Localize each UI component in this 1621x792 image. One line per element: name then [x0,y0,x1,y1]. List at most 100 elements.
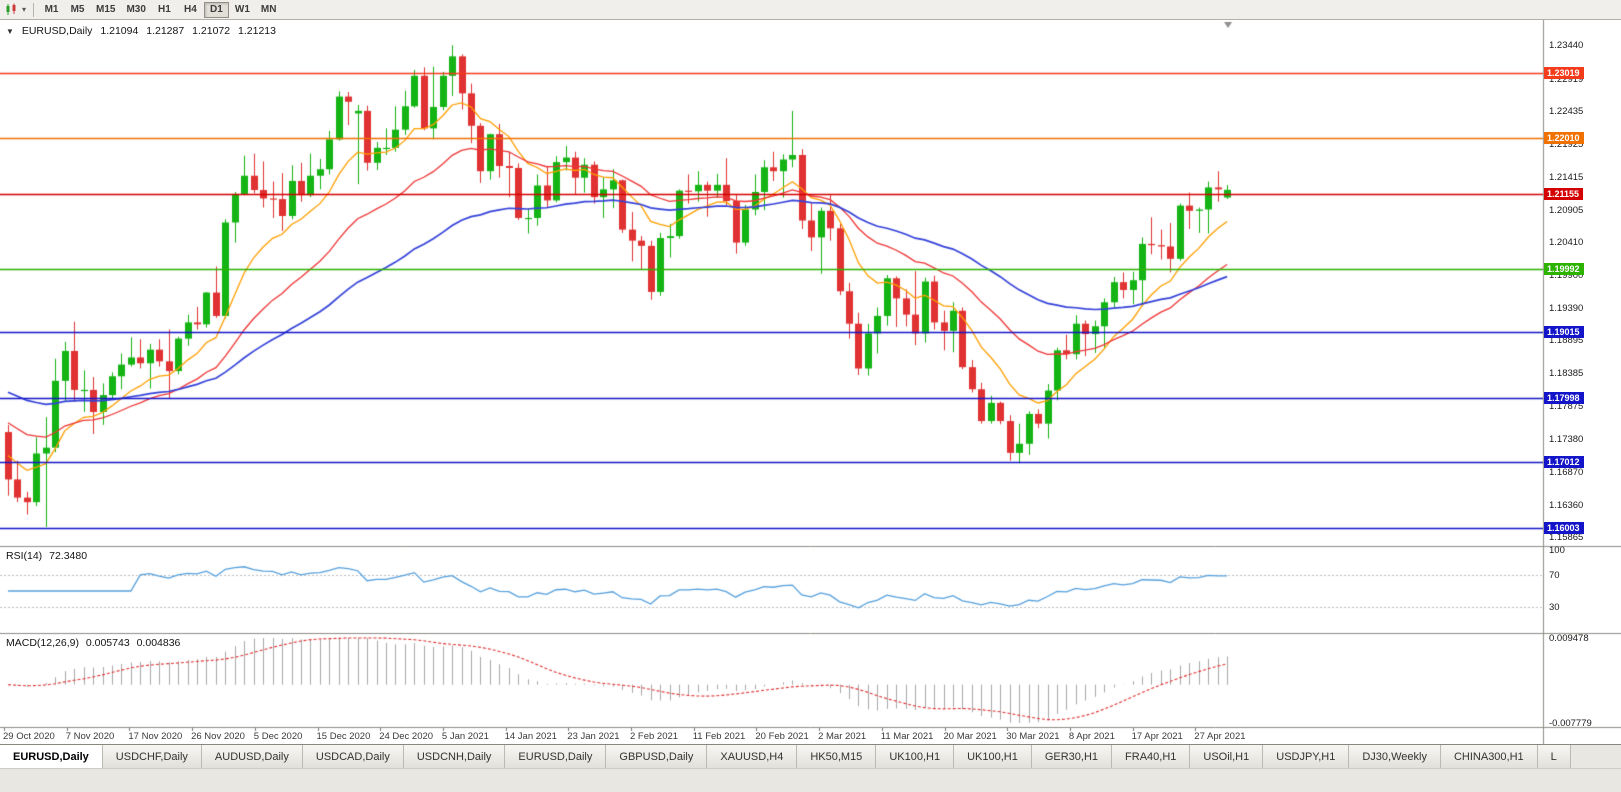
tab-label: GBPUSD,Daily [619,750,694,763]
tab-label: FRA40,H1 [1125,750,1177,763]
hline-price-label: 1.19992 [1544,263,1584,275]
macd-axis-tick: -0.007779 [1549,718,1592,729]
tab-l[interactable]: L [1537,745,1571,768]
date-axis-label: 5 Jan 2021 [441,731,489,742]
date-axis-label: 7 Nov 2020 [65,731,115,742]
timeframe-button-m30[interactable]: M30 [126,4,146,15]
date-axis-label: 29 Oct 2020 [3,731,55,742]
tab-gbpusd-daily[interactable]: GBPUSD,Daily [606,745,708,768]
price-axis-tick: 1.20905 [1549,205,1584,216]
ohlc-high: 1.21287 [146,25,185,37]
date-axis-label: 30 Mar 2021 [1006,731,1060,742]
price-axis-tick: 1.18385 [1549,368,1584,379]
tab-label: USDJPY,H1 [1276,750,1336,763]
date-axis-label: 24 Dec 2020 [379,731,434,742]
tab-eurusd-daily[interactable]: EURUSD,Daily [505,745,607,768]
price-chart-canvas[interactable] [0,20,1621,744]
tab-uk100-h1[interactable]: UK100,H1 [876,745,955,768]
price-axis-tick: 1.19390 [1549,303,1584,314]
tab-hk50-m15[interactable]: HK50,M15 [797,745,877,768]
macd-signal-value: 0.004836 [136,637,181,649]
timeframe-button-h1[interactable]: H1 [158,4,171,15]
timeframe-button-m15[interactable]: M15 [96,4,116,15]
tab-audusd-daily[interactable]: AUDUSD,Daily [201,745,303,768]
tab-uk100-h1[interactable]: UK100,H1 [954,745,1032,768]
date-axis-label: 20 Feb 2021 [755,731,809,742]
date-axis-label: 26 Nov 2020 [191,731,245,742]
price-axis-tick: 1.22435 [1549,106,1584,117]
tab-eurusd-daily[interactable]: EURUSD,Daily [0,745,103,768]
macd-header: MACD(12,26,9) 0.005743 0.004836 [6,637,180,649]
hline-price-label: 1.21155 [1544,188,1584,200]
date-axis-label: 20 Mar 2021 [943,731,997,742]
tab-label: USOil,H1 [1203,750,1250,763]
tab-label: UK100,H1 [889,750,941,763]
date-axis-label: 2 Feb 2021 [630,731,679,742]
date-axis-label: 17 Nov 2020 [128,731,183,742]
tab-fra40-h1[interactable]: FRA40,H1 [1112,745,1191,768]
tab-label: EURUSD,Daily [518,750,593,763]
ohlc-low: 1.21072 [192,25,231,37]
date-axis-label: 27 Apr 2021 [1194,731,1246,742]
tab-label: AUDUSD,Daily [214,750,289,763]
rsi-header: RSI(14) 72.3480 [6,550,87,562]
chart-symbol: EURUSD,Daily [21,25,93,37]
tab-dj30-weekly[interactable]: DJ30,Weekly [1349,745,1441,768]
tab-label: USDCAD,Daily [315,750,390,763]
price-axis-tick: 1.19900 [1549,270,1584,281]
price-axis-tick: 1.17380 [1549,434,1584,445]
timeframe-buttons: M1 M5 M15 M30 H1 H4 D1 W1 MN [39,1,281,18]
price-axis-tick: 1.22919 [1549,74,1584,85]
tab-xauusd-h4[interactable]: XAUUSD,H4 [707,745,798,768]
timeframe-button-m5[interactable]: M5 [70,4,85,15]
date-axis-label: 5 Dec 2020 [253,731,303,742]
candlestick-icon [6,3,16,15]
bottom-strip [0,768,1621,792]
date-axis-label: 2 Mar 2021 [818,731,867,742]
collapse-triangle-icon[interactable]: ▼ [6,27,14,36]
tab-ger30-h1[interactable]: GER30,H1 [1031,745,1113,768]
tab-label: UK100,H1 [967,750,1018,763]
tab-usdcad-daily[interactable]: USDCAD,Daily [302,745,404,768]
tab-usdjpy-h1[interactable]: USDJPY,H1 [1263,745,1350,768]
tab-label: EURUSD,Daily [13,750,89,763]
chart-ohlc-header: ▼ EURUSD,Daily 1.21094 1.21287 1.21072 1… [6,25,281,37]
tab-label: CHINA300,H1 [1453,750,1524,763]
hline-price-label: 1.16003 [1544,522,1584,534]
hline-price-label: 1.17998 [1544,392,1584,404]
rsi-axis-tick: 100 [1549,545,1565,556]
hline-price-label: 1.17012 [1544,456,1584,468]
price-axis-tick: 1.16360 [1549,500,1584,511]
price-axis-tick: 1.15865 [1549,532,1584,543]
rsi-label: RSI(14) [6,550,43,562]
hline-price-label: 1.23019 [1544,67,1584,79]
price-axis-tick: 1.17875 [1549,401,1584,412]
date-axis-label: 17 Apr 2021 [1131,731,1183,742]
ohlc-close: 1.21213 [238,25,276,37]
date-axis-label: 14 Jan 2021 [504,731,557,742]
tab-usdchf-daily[interactable]: USDCHF,Daily [102,745,202,768]
date-axis-label: 8 Apr 2021 [1068,731,1115,742]
date-axis-label: 23 Jan 2021 [567,731,620,742]
timeframe-button-mn[interactable]: MN [260,4,277,15]
timeframe-button-w1[interactable]: W1 [234,4,250,15]
ohlc-open: 1.21094 [100,25,139,37]
timeframe-button-m1[interactable]: M1 [44,4,59,15]
date-axis-label: 11 Mar 2021 [880,731,934,742]
hline-price-label: 1.19015 [1544,326,1584,338]
tab-label: DJ30,Weekly [1362,750,1427,763]
tab-china300-h1[interactable]: CHINA300,H1 [1440,745,1538,768]
tab-usdcnh-daily[interactable]: USDCNH,Daily [403,745,506,768]
date-axis-label: 11 Feb 2021 [692,731,746,742]
chart-type-icon[interactable] [3,3,21,16]
tab-label: USDCHF,Daily [115,750,188,763]
chart-tab-bar: EURUSD,Daily USDCHF,Daily AUDUSD,Daily USDC… [0,744,1621,768]
timeframe-button-h4[interactable]: H4 [184,4,197,15]
tab-usoil-h1[interactable]: USOil,H1 [1190,745,1264,768]
price-axis-tick: 1.20410 [1549,237,1584,248]
timeframe-button-d1[interactable]: D1 [203,1,229,18]
chevron-down-icon[interactable]: ▾ [22,5,27,14]
tab-label: USDCNH,Daily [416,750,492,763]
toolbar-divider [33,2,35,17]
